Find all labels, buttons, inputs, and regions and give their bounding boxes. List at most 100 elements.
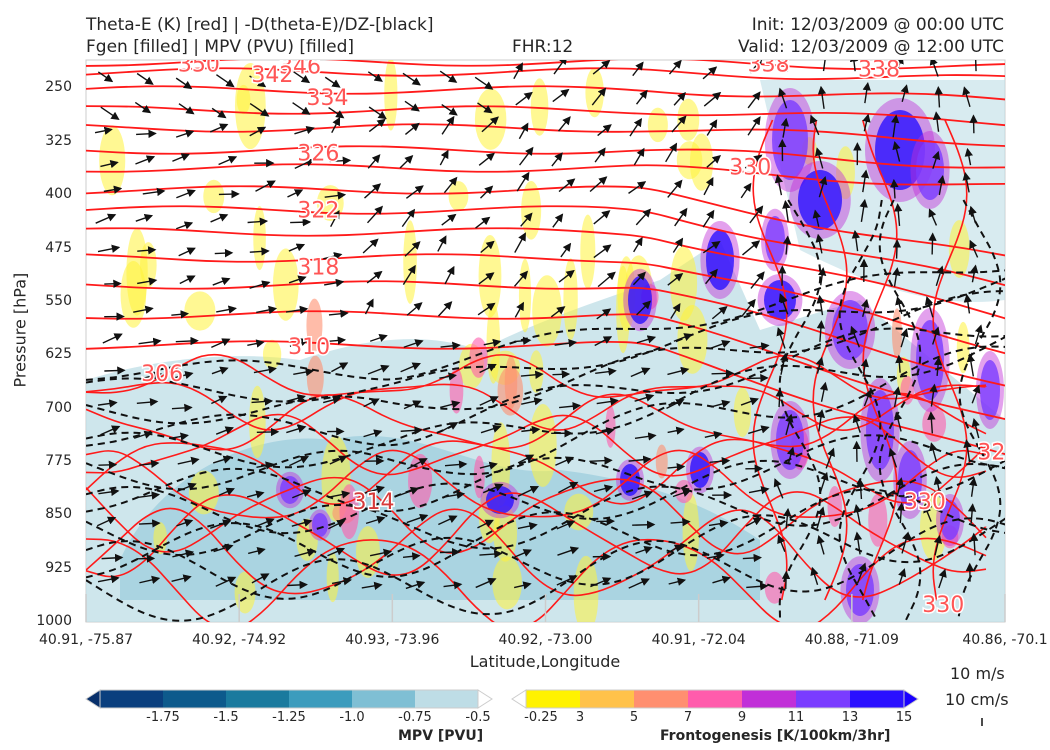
wind-vector [294, 548, 316, 557]
wind-vector [809, 114, 820, 136]
wind-vector [741, 298, 756, 318]
fgen-region [306, 355, 324, 400]
wind-vector [814, 147, 824, 169]
wind-vector [214, 248, 234, 258]
wind-vector [704, 431, 723, 440]
wind-vector [967, 503, 977, 524]
fgen-colorbar-tick: 5 [629, 710, 639, 725]
wind-vector [176, 189, 196, 199]
x-tick-label: 40.92, -73.00 [498, 632, 593, 648]
fgen-colorbar-title: Frontogenesis [K/100km/3hr] [660, 728, 891, 744]
wind-vector [628, 578, 650, 589]
wind-vector [702, 209, 715, 228]
mpv-colorbar-max-extend [477, 689, 493, 709]
wind-vector [931, 326, 940, 345]
wind-vector [475, 577, 497, 589]
wind-vector [142, 187, 166, 197]
theta-e-contour-label: 326 [977, 440, 1019, 465]
wind-vector [100, 159, 119, 169]
wind-vector [441, 103, 458, 116]
wind-vector [740, 182, 752, 199]
fgen-region [312, 513, 328, 537]
wind-vector [706, 154, 721, 168]
fgen-colorbar-min-extend [511, 689, 527, 709]
wind-vector [785, 413, 794, 436]
wind-vector [597, 124, 612, 137]
wind-vector [367, 71, 383, 82]
wind-vector [480, 424, 502, 434]
wind-vector [703, 176, 714, 196]
wind-vector [438, 515, 458, 526]
wind-vector [706, 552, 725, 561]
theta-e-contour-label: 350 [178, 53, 220, 78]
wind-vector [895, 296, 904, 315]
wind-vector [363, 429, 383, 438]
wind-vector [176, 518, 194, 527]
wind-vector [966, 353, 976, 377]
wind-vector [819, 381, 829, 402]
wind-vector [249, 102, 270, 117]
fgen-region [585, 67, 604, 118]
wind-vector [667, 426, 685, 435]
wind-vector [818, 176, 828, 198]
wind-vector [400, 486, 420, 496]
fgen-region [764, 280, 796, 320]
wind-vector [668, 60, 682, 75]
wind-vector [291, 518, 313, 527]
wind-vector [402, 264, 416, 285]
wind-vector [632, 520, 656, 529]
wind-vector [251, 573, 270, 584]
mpv-colorbar-tick: -1.75 [146, 710, 180, 725]
wind-vector [140, 371, 162, 380]
wind-vector [97, 574, 120, 584]
wind-vector [249, 247, 270, 256]
wind-vector [477, 519, 494, 529]
wind-vector [100, 106, 120, 121]
wind-vector [251, 397, 274, 406]
wind-vector [894, 60, 904, 76]
wind-vector [406, 513, 429, 524]
wind-vector [703, 91, 722, 107]
theta-e-contour [86, 145, 1005, 169]
theta-e-contour [86, 123, 1005, 147]
wind-vector [749, 342, 770, 351]
wind-vector [324, 76, 341, 88]
wind-vector [750, 271, 765, 289]
wind-vector [253, 365, 277, 374]
wind-vector [554, 339, 578, 348]
x-tick-label: 40.88, -71.09 [804, 632, 899, 648]
wind-vector [475, 216, 491, 229]
wind-vector [894, 203, 903, 226]
wind-vector [402, 552, 421, 561]
wind-vector [552, 88, 570, 103]
wind-vector [98, 487, 120, 497]
wind-vector [403, 339, 424, 348]
wind-vector [209, 519, 232, 529]
vector-key-horizontal: 10 m/s [950, 664, 1005, 683]
wind-vector [746, 582, 769, 591]
fgen-colorbar-tick: 7 [683, 710, 693, 725]
wind-vector [552, 370, 571, 379]
wind-vector [594, 336, 613, 347]
theta-e-contour-label: 306 [141, 362, 183, 387]
wind-vector [442, 490, 466, 500]
wind-vector [783, 60, 789, 72]
wind-vector [136, 72, 154, 85]
wind-vector [892, 239, 902, 259]
wind-vector [103, 185, 123, 194]
theta-e-contour [86, 163, 1005, 186]
wind-vector [437, 301, 453, 317]
wind-vector [439, 70, 458, 83]
wind-vector [293, 71, 311, 84]
wind-vector [702, 240, 721, 254]
wind-vector [816, 506, 826, 529]
wind-vector [211, 338, 231, 348]
vector-key-vertical: 10 cm/s [945, 690, 1009, 709]
wind-vector [439, 422, 459, 433]
wind-vector [596, 397, 619, 406]
wind-vector [853, 504, 862, 526]
wind-vector [133, 430, 153, 439]
mpv-colorbar-tick: -0.5 [465, 710, 491, 725]
wind-vector [292, 102, 311, 115]
fgen-region [940, 500, 960, 540]
